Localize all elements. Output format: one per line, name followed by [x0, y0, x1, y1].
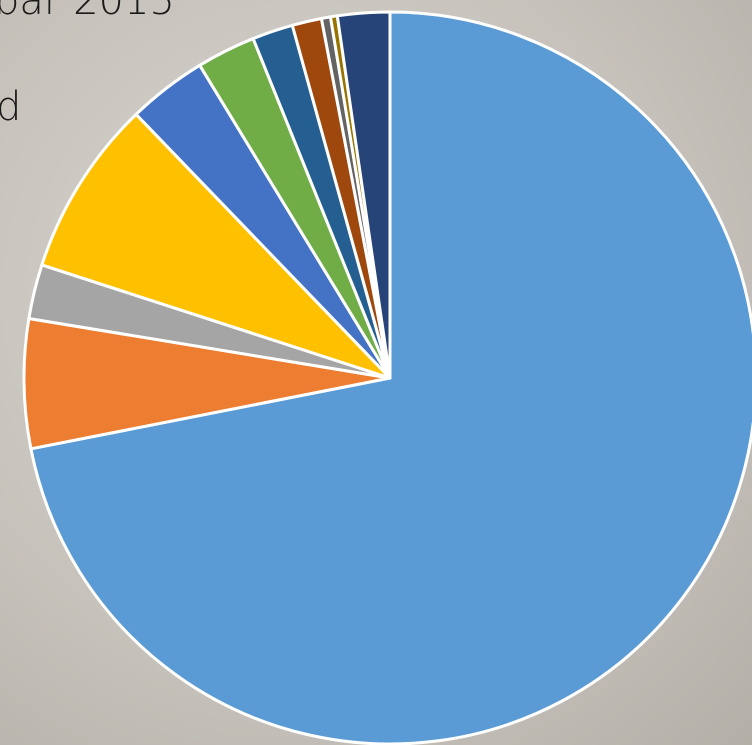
annotation: bar 2015 — [0, 0, 175, 24]
pie-slice — [22, 316, 392, 451]
annotation: d — [0, 84, 21, 130]
pie-slice — [40, 112, 392, 380]
pie-slice — [335, 10, 392, 380]
